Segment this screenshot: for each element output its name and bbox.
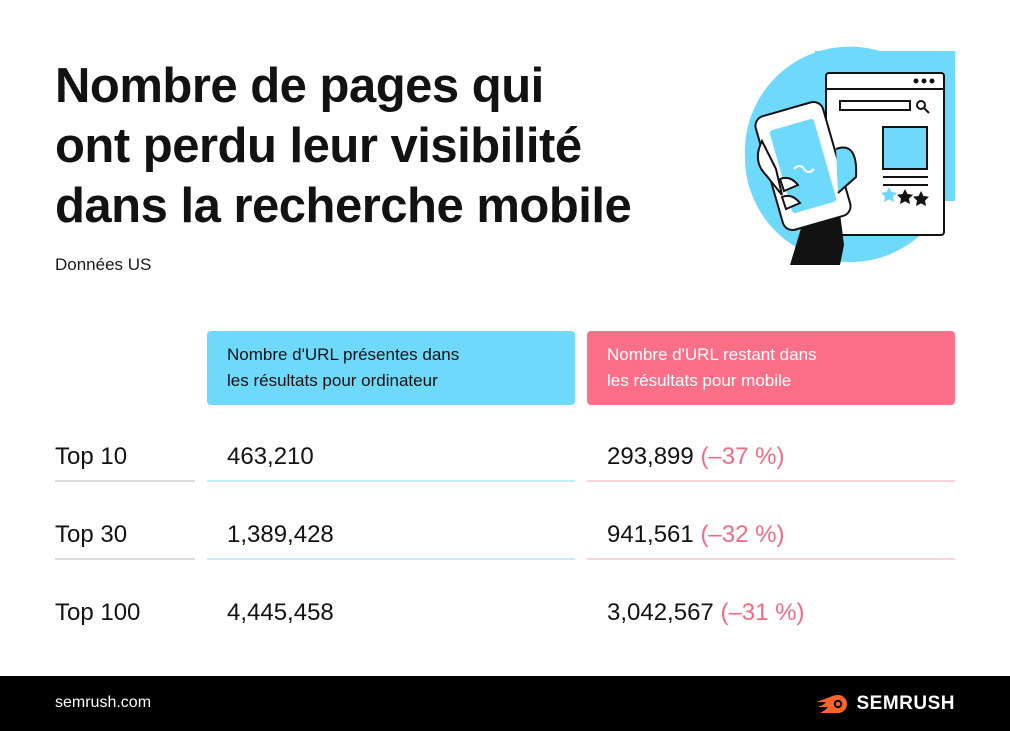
title-line-3: dans la recherche mobile (55, 179, 632, 233)
mobile-url-count: 3,042,567 (607, 599, 714, 626)
subtitle: Données US (55, 255, 152, 274)
row-divider (207, 480, 575, 482)
row-divider (55, 558, 195, 560)
table-row-top-30: Top 30 1,389,428 941,561 (–32 %) (0, 520, 1010, 598)
table-row-top-10: Top 10 463,210 293,899 (–37 %) (0, 442, 1010, 520)
column-header-mobile-line-1: Nombre d'URL restant dans (607, 345, 817, 364)
brand-name: SEMRUSH (856, 693, 955, 714)
row-label: Top 100 (55, 599, 141, 626)
phone-search-illustration (744, 46, 955, 265)
mobile-url-cell: 293,899 (–37 %) (607, 442, 784, 472)
title-line-2: ont perdu leur visibilité (55, 119, 582, 173)
semrush-logo: SEMRUSH (816, 692, 955, 716)
table-row-top-100: Top 100 4,445,458 3,042,567 (–31 %) (0, 598, 1010, 676)
column-header-mobile: Nombre d'URL restant dans les résultats … (587, 331, 955, 405)
percent-change: (–37 %) (700, 443, 785, 470)
page-title: Nombre de pages qui ont perdu leur visib… (55, 56, 695, 236)
row-divider (55, 480, 195, 482)
column-header-desktop: Nombre d'URL présentes dans les résultat… (207, 331, 575, 405)
mobile-url-cell: 941,561 (–32 %) (607, 520, 784, 550)
percent-change: (–31 %) (720, 599, 805, 626)
semrush-flame-icon (816, 695, 848, 713)
desktop-url-count: 1,389,428 (227, 521, 334, 548)
mobile-url-count: 293,899 (607, 443, 694, 470)
column-header-mobile-line-2: les résultats pour mobile (607, 371, 792, 390)
row-divider (207, 558, 575, 560)
row-label: Top 10 (55, 443, 128, 470)
desktop-url-count: 4,445,458 (227, 599, 334, 626)
row-label: Top 30 (55, 521, 128, 548)
mobile-url-count: 941,561 (607, 521, 694, 548)
footer-site-link[interactable]: semrush.com (55, 694, 152, 711)
row-divider (587, 480, 955, 482)
desktop-url-count: 463,210 (227, 443, 314, 470)
mobile-url-cell: 3,042,567 (–31 %) (607, 598, 805, 628)
percent-change: (–32 %) (700, 521, 785, 548)
row-divider (587, 558, 955, 560)
footer: semrush.com SEMRUSH (0, 676, 1010, 731)
column-header-desktop-line-2: les résultats pour ordinateur (227, 371, 438, 390)
title-line-1: Nombre de pages qui (55, 59, 544, 113)
column-header-desktop-line-1: Nombre d'URL présentes dans (227, 345, 460, 364)
